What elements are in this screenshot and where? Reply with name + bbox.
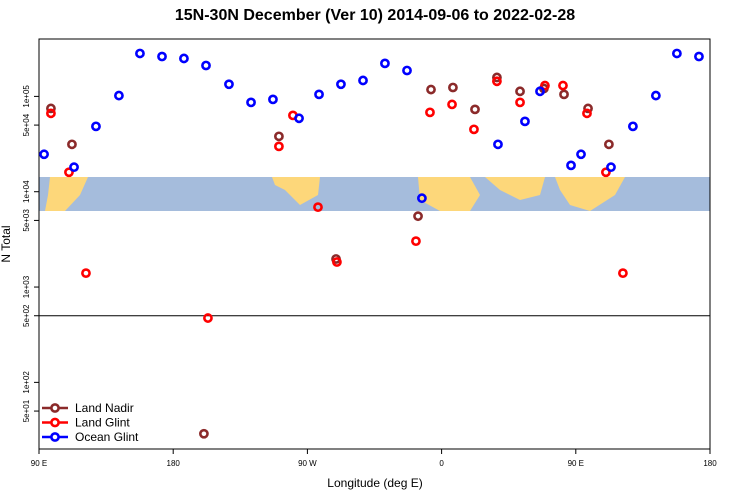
point xyxy=(426,84,436,95)
point xyxy=(199,428,209,439)
legend-marker xyxy=(50,403,60,413)
point xyxy=(380,58,390,69)
point xyxy=(64,167,74,178)
point xyxy=(425,107,435,118)
point xyxy=(650,90,661,101)
y-tick-label: 1e+02 xyxy=(22,371,31,394)
point xyxy=(268,94,278,105)
point xyxy=(558,80,568,91)
point xyxy=(203,313,213,323)
point xyxy=(411,236,421,247)
point xyxy=(492,76,502,87)
point xyxy=(135,48,145,59)
point xyxy=(583,103,593,114)
point xyxy=(39,149,49,160)
point xyxy=(246,97,256,108)
legend-marker xyxy=(50,432,60,442)
legend-label: Ocean Glint xyxy=(75,430,139,444)
point xyxy=(671,48,682,59)
y-axis-label: N Total xyxy=(0,225,13,262)
chart-title: 15N-30N December (Ver 10) 2014-09-06 to … xyxy=(175,7,575,24)
y-tick-label: 5e+01 xyxy=(22,399,31,422)
point xyxy=(417,193,427,204)
point xyxy=(314,89,324,100)
x-tick-label: 180 xyxy=(703,459,717,468)
point xyxy=(515,97,525,108)
point xyxy=(157,51,167,62)
point xyxy=(413,211,423,222)
point xyxy=(515,86,525,97)
point xyxy=(402,65,412,76)
point xyxy=(332,257,342,267)
x-tick-label: 180 xyxy=(167,459,181,468)
point xyxy=(606,162,616,173)
point xyxy=(179,53,189,64)
map-strip xyxy=(39,177,710,211)
y-tick-label: 1e+05 xyxy=(22,85,31,108)
point xyxy=(201,60,211,71)
legend-label: Land Nadir xyxy=(75,401,134,415)
point xyxy=(618,268,628,279)
x-tick-label: 0 xyxy=(439,459,444,468)
point xyxy=(294,113,304,124)
point xyxy=(274,131,284,142)
point xyxy=(582,108,592,119)
point xyxy=(694,51,704,62)
y-tick-label: 5e+03 xyxy=(22,209,31,232)
point xyxy=(601,167,611,178)
point xyxy=(604,139,614,150)
point xyxy=(224,79,234,90)
plot-frame xyxy=(38,38,711,450)
legend-marker xyxy=(50,417,60,428)
point xyxy=(535,86,545,97)
point xyxy=(67,139,77,150)
point xyxy=(46,103,56,114)
point xyxy=(540,80,550,91)
point xyxy=(470,104,480,115)
y-tick-label: 5e+04 xyxy=(22,113,31,136)
point xyxy=(274,141,284,152)
point xyxy=(69,162,79,173)
point xyxy=(313,202,323,213)
point xyxy=(447,99,457,110)
x-tick-label: 90 E xyxy=(568,459,584,468)
point xyxy=(559,89,569,100)
point xyxy=(576,149,586,160)
x-tick-label: 90 E xyxy=(31,459,47,468)
x-tick-label: 90 W xyxy=(298,459,317,468)
y-tick-label: 1e+03 xyxy=(22,275,31,298)
point xyxy=(520,116,530,127)
point xyxy=(91,121,101,132)
y-tick-label: 1e+04 xyxy=(22,180,31,203)
point xyxy=(448,82,458,93)
legend-label: Land Glint xyxy=(75,416,130,430)
y-tick-label: 5e+02 xyxy=(22,304,31,327)
point xyxy=(566,160,576,171)
point xyxy=(469,124,479,135)
x-axis-label: Longitude (deg E) xyxy=(327,476,422,490)
point xyxy=(81,268,91,279)
point xyxy=(336,79,346,90)
point xyxy=(114,90,124,101)
point xyxy=(492,72,502,83)
point xyxy=(628,121,638,132)
point xyxy=(46,108,56,119)
point xyxy=(493,139,503,150)
point xyxy=(358,75,368,86)
